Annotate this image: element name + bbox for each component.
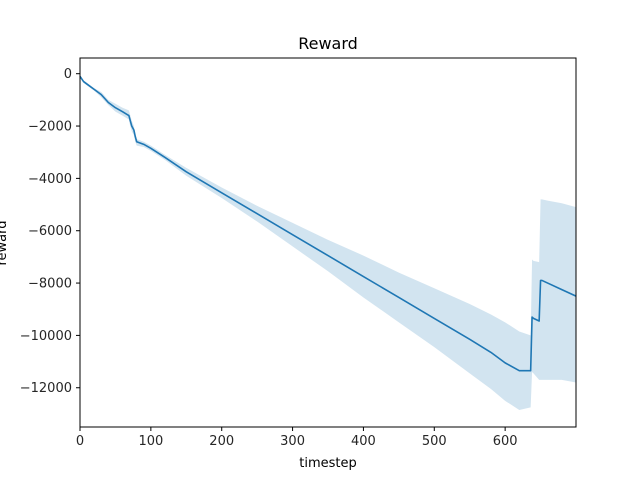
y-axis-label: reward <box>0 220 10 265</box>
x-tick-label: 0 <box>76 434 84 449</box>
plot-area <box>79 75 577 410</box>
y-tick-label: −8000 <box>28 277 72 292</box>
x-tick-label: 500 <box>422 434 447 449</box>
x-tick-label: 300 <box>280 434 305 449</box>
x-axis-label: timestep <box>299 456 357 471</box>
axes-frame <box>79 57 577 428</box>
x-tick-label: 100 <box>138 434 163 449</box>
reward-line <box>79 75 577 372</box>
x-tick-label: 600 <box>493 434 518 449</box>
y-tick-label: −4000 <box>28 172 72 187</box>
x-tick-label: 200 <box>209 434 234 449</box>
x-axis: 0 100 200 300 400 500 600 <box>76 427 518 449</box>
chart-title: Reward <box>298 34 358 53</box>
y-tick-label: −2000 <box>28 120 72 135</box>
y-tick-label: −10000 <box>20 329 72 344</box>
y-tick-label: 0 <box>64 67 72 82</box>
confidence-band <box>80 76 576 410</box>
y-tick-label: −6000 <box>28 224 72 239</box>
y-axis: 0 −2000 −4000 −6000 −8000 −10000 −12000 <box>20 67 80 396</box>
y-tick-label: −12000 <box>20 381 72 396</box>
x-tick-label: 400 <box>351 434 376 449</box>
